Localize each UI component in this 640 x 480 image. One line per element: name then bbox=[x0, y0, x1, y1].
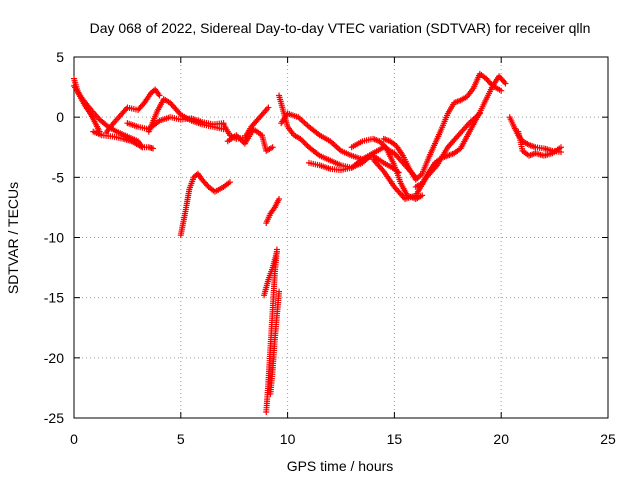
series-track-d bbox=[103, 86, 163, 136]
series-track-f bbox=[145, 96, 227, 135]
data-point bbox=[156, 92, 163, 99]
series-track-g bbox=[177, 170, 233, 239]
series-track-l bbox=[263, 195, 283, 227]
series-track-k bbox=[267, 288, 283, 397]
tick-labels: 0 5 10 15 20 25 -25 -20 -15 -10 -5 0 5 bbox=[44, 49, 616, 447]
y-tick-label: -5 bbox=[52, 169, 65, 185]
data-points bbox=[71, 70, 565, 415]
series-track-c bbox=[90, 128, 157, 152]
data-point bbox=[558, 144, 565, 151]
data-point bbox=[498, 87, 505, 94]
y-tick-label: -25 bbox=[44, 410, 64, 426]
data-point bbox=[150, 145, 157, 152]
series-track-m bbox=[261, 248, 280, 299]
series-track-b bbox=[71, 82, 146, 151]
data-point bbox=[502, 80, 509, 87]
data-point bbox=[419, 192, 426, 199]
chart-title: Day 068 of 2022, Sidereal Day-to-day VTE… bbox=[90, 20, 591, 36]
data-point bbox=[273, 248, 280, 255]
x-axis-label: GPS time / hours bbox=[287, 458, 394, 474]
y-tick-label: -20 bbox=[44, 350, 64, 366]
data-point bbox=[276, 288, 283, 295]
series-track-i bbox=[224, 126, 276, 154]
series-track-s bbox=[380, 70, 505, 183]
y-axis-label: SDTVAR / TECUs bbox=[5, 182, 21, 294]
data-point bbox=[265, 104, 272, 111]
series-track-t bbox=[412, 73, 509, 190]
x-tick-label: 20 bbox=[493, 431, 509, 447]
y-tick-label: 0 bbox=[56, 109, 64, 125]
data-point bbox=[226, 179, 233, 186]
x-tick-label: 0 bbox=[70, 431, 78, 447]
data-point bbox=[276, 195, 283, 202]
x-tick-label: 5 bbox=[177, 431, 185, 447]
y-tick-label: 5 bbox=[56, 49, 64, 65]
axes bbox=[73, 56, 609, 419]
data-point bbox=[269, 144, 276, 151]
x-tick-label: 25 bbox=[600, 431, 616, 447]
series-track-v bbox=[515, 128, 565, 159]
y-tick-label: -10 bbox=[44, 230, 64, 246]
x-tick-label: 15 bbox=[387, 431, 403, 447]
y-tick-label: -15 bbox=[44, 290, 64, 306]
x-tick-label: 10 bbox=[280, 431, 296, 447]
